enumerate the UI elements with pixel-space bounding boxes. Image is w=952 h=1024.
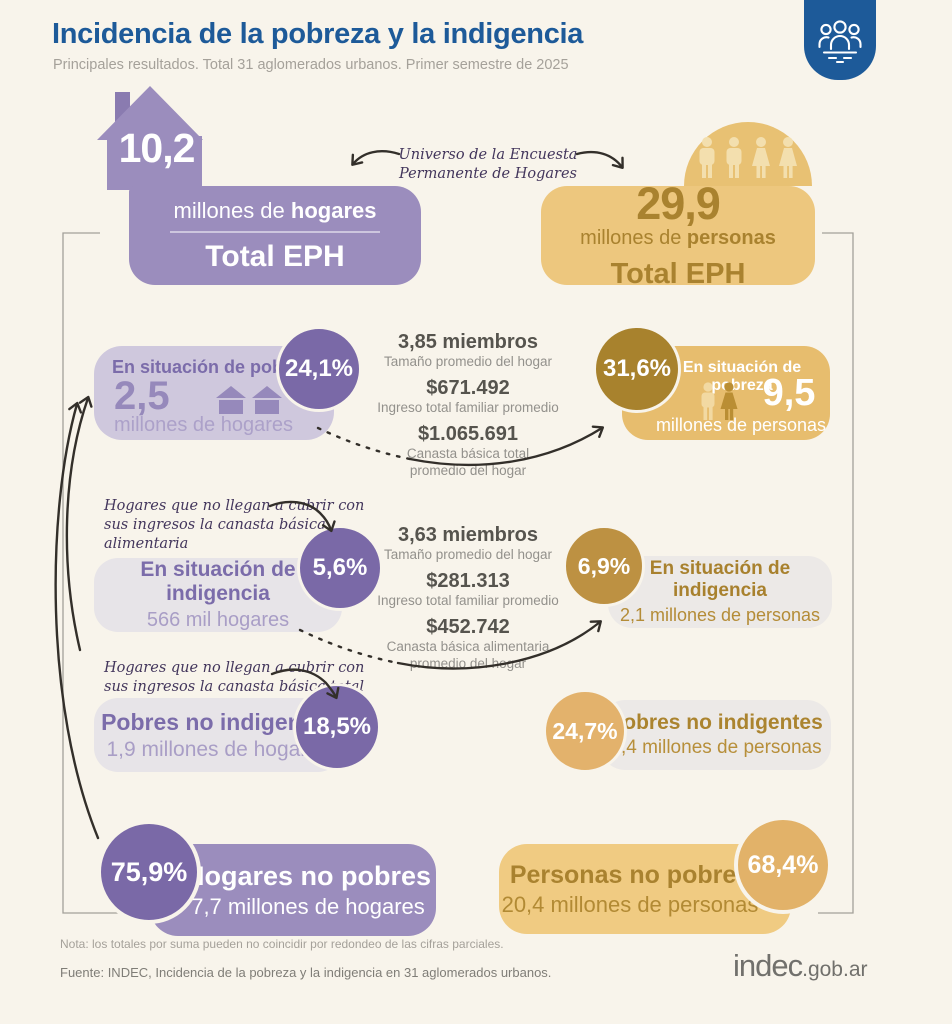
divider [170,230,380,233]
man-woman-icon [698,382,744,424]
total-personas-value: 29,9 [636,177,721,229]
hogares-indigencia-value: 566 mil hogares [146,609,290,631]
total-personas-unit-prefix: millones de [580,226,687,249]
personas-pobreza-label: En situación de pobreza [682,359,802,394]
total-hogares-value: 10,2 [118,125,196,171]
house-icon [97,86,212,190]
hogares-pobreza-unit: millones de hogares [114,414,293,436]
personas-indigencia-block: En situación de indigencia 2,1 millones … [608,556,832,628]
personas-pobres-no-indigentes-block: Pobres no indigentes 7,4 millones de per… [601,700,831,770]
total-hogares-block: millones de hogares Total EPH [129,186,421,285]
indec-logo-main: indec [733,948,803,983]
hogares-no-pobres-value: 7,7 millones de hogares [191,893,425,919]
brand-tab [804,0,876,80]
total-hogares-unit-prefix: millones de [173,197,291,223]
personas-indigencia-value: 2,1 millones de personas [619,605,821,625]
stat-members: 3,85 miembros [397,331,539,353]
hogares-pobreza-pct-badge: 24,1% [276,326,362,412]
personas-no-pobres-pct-badge: 68,4% [734,816,832,914]
total-personas-block: 29,9 millones de personas Total EPH [541,181,815,290]
total-hogares-label: Total EPH [205,239,345,273]
personas-pobreza-value: 9,5 [762,372,816,414]
personas-indigencia-label: En situación de indigencia [649,558,791,601]
stat-income-label: Ingreso total familiar promedio [377,593,559,609]
indec-logo-suffix: .gob.ar [802,958,868,981]
two-houses-icon [216,386,282,414]
personas-pni-value: 7,4 millones de personas [610,737,822,758]
hogares-no-pobres-label: Hogares no pobres [184,860,432,891]
personas-pni-pct-badge: 24,7% [543,689,627,773]
stat-members-label: Tamaño promedio del hogar [383,547,553,562]
total-personas-unit: personas [686,226,776,249]
four-persons-icon [693,136,803,186]
stat-income: $671.492 [426,377,510,400]
stat-income: $281.313 [426,570,510,593]
stat-members-label: Tamaño promedio del hogar [383,354,553,369]
hogares-pni-value: 1,9 millones de hogares [106,737,330,761]
people-group-icon [817,16,863,64]
personas-pobreza-pct-badge: 31,6% [593,325,681,413]
page-subtitle: Principales resultados. Total 31 aglomer… [53,57,569,73]
stat-income-label: Ingreso total familiar promedio [377,400,559,416]
personas-no-pobres-value: 20,4 millones de personas [501,891,759,917]
universe-note: Universo de la Encuesta Permanente de Ho… [398,147,578,182]
page-title: Incidencia de la pobreza y la indigencia [52,18,584,50]
hogares-indigencia-label: En situación de indigencia [140,558,296,605]
hogares-pni-pct-badge: 18,5% [293,683,381,771]
hogares-pobreza-value: 2,5 [114,374,170,418]
personas-indigencia-pct-badge: 6,9% [563,525,645,607]
stat-members: 3,63 miembros [397,524,539,546]
hogares-pobreza-label: En situación de pobreza [112,357,320,377]
total-hogares-unit: hogares [290,197,377,223]
hogares-indigencia-pct-badge: 5,6% [297,525,383,611]
personas-pobreza-unit: millones de personas [655,415,827,435]
footnote: Nota: los totales por suma pueden no coi… [60,937,504,951]
total-personas-label: Total EPH [610,257,746,290]
personas-no-pobres-label: Personas no pobres [509,860,751,889]
indec-logo: indec .gob.ar [733,948,868,984]
source-note: Fuente: INDEC, Incidencia de la pobreza … [60,965,552,980]
personas-pni-label: Pobres no indigentes [609,711,823,734]
hogares-no-pobres-pct-badge: 75,9% [97,820,201,924]
